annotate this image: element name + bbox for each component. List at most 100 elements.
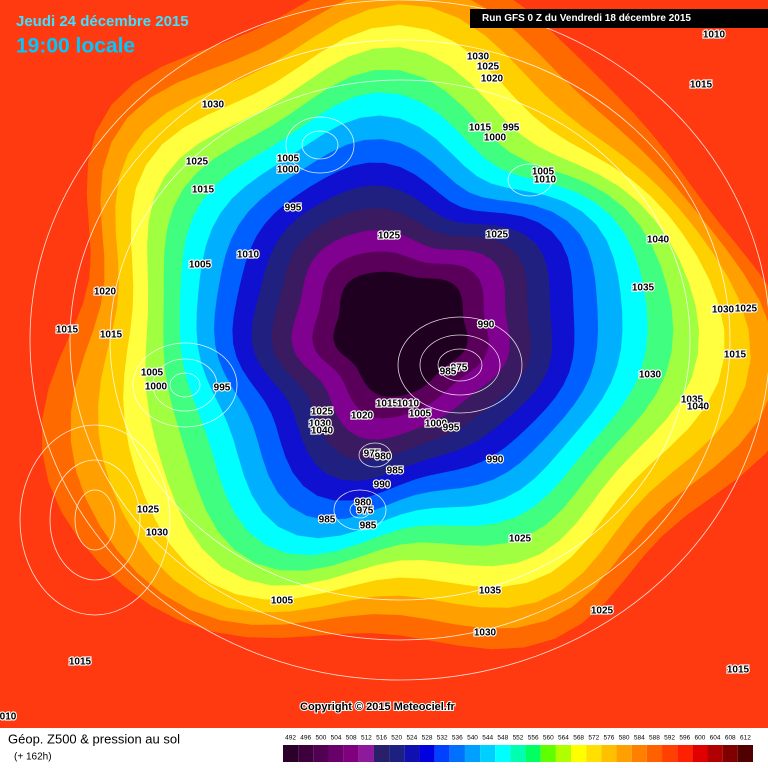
pressure-label: 1015 xyxy=(690,80,713,91)
scale-cell xyxy=(540,745,556,762)
pressure-label: 1025 xyxy=(137,505,160,516)
pressure-label: 975 xyxy=(451,363,468,374)
scale-label: 520 xyxy=(391,735,402,742)
run-box xyxy=(470,9,768,28)
scale-cell xyxy=(328,745,344,762)
pressure-label: 1005 xyxy=(277,154,300,165)
pressure-label: 1005 xyxy=(141,368,164,379)
pressure-label: 1025 xyxy=(378,231,401,242)
isobars xyxy=(19,0,768,681)
pressure-label: 1020 xyxy=(351,411,374,422)
color-scale: 492 496 500 504 508 512 516 520 524 528 532 536 540 5… xyxy=(283,735,753,762)
pressure-label: 990 xyxy=(487,455,504,466)
scale-label: 568 xyxy=(573,735,584,742)
pressure-label: 985 xyxy=(360,521,377,532)
scale-label: 560 xyxy=(543,735,554,742)
scale-label: 536 xyxy=(452,735,463,742)
pressure-label: 990 xyxy=(478,320,495,331)
scale-label: 544 xyxy=(482,735,493,742)
pressure-label: 1025 xyxy=(486,230,509,241)
scale-label: 584 xyxy=(634,735,645,742)
scale-cell xyxy=(631,745,647,762)
scale-cell xyxy=(298,745,314,762)
pressure-label: 1000 xyxy=(145,382,168,393)
scale-cell xyxy=(343,745,359,762)
scale-cell xyxy=(283,745,299,762)
pressure-label: 1035 xyxy=(681,395,704,406)
pressure-label: 1015 xyxy=(469,123,492,134)
scale-label: 596 xyxy=(679,735,690,742)
scale-cell xyxy=(601,745,617,762)
pressure-label: 1025 xyxy=(477,62,500,73)
footer-lead: (+ 162h) xyxy=(14,752,52,763)
scale-label: 612 xyxy=(740,735,751,742)
scale-label: 492 xyxy=(285,735,296,742)
pressure-label: 1010 xyxy=(534,175,557,186)
scale-cell xyxy=(571,745,587,762)
scale-label: 508 xyxy=(346,735,357,742)
pressure-label: 1025 xyxy=(735,304,758,315)
pressure-label: 1030 xyxy=(467,52,490,63)
pressure-label: 1020 xyxy=(94,287,117,298)
scale-label: 496 xyxy=(300,735,311,742)
valid-date: Jeudi 24 décembre 2015 xyxy=(16,13,189,30)
scale-label: 580 xyxy=(619,735,630,742)
pressure-label: 1005 xyxy=(189,260,212,271)
run-info: Run GFS 0 Z du Vendredi 18 décembre 2015 xyxy=(482,13,691,24)
scale-label: 500 xyxy=(315,735,326,742)
pressure-label: 1015 xyxy=(100,330,123,341)
scale-label: 552 xyxy=(513,735,524,742)
pressure-label: 1030 xyxy=(146,528,169,539)
pressure-label: 1010 xyxy=(703,30,726,41)
pressure-label: 1040 xyxy=(647,235,670,246)
scale-label: 556 xyxy=(528,735,539,742)
scale-cell xyxy=(480,745,496,762)
pressure-label: 1000 xyxy=(277,165,300,176)
pressure-label: 975 xyxy=(364,449,381,460)
scale-cell xyxy=(662,745,678,762)
pressure-label: 1030 xyxy=(202,100,225,111)
scale-cell xyxy=(722,745,738,762)
pressure-label: 1005 xyxy=(532,167,555,178)
scale-cell xyxy=(510,745,526,762)
pressure-label: 1025 xyxy=(311,407,334,418)
scale-label: 504 xyxy=(331,735,342,742)
pressure-label: 980 xyxy=(355,498,372,509)
pressure-label: 1025 xyxy=(591,606,614,617)
pressure-label: 1040 xyxy=(311,426,334,437)
pressure-label: 1030 xyxy=(309,419,332,430)
pressure-label: 1035 xyxy=(632,283,655,294)
scale-cell xyxy=(449,745,465,762)
scale-label: 540 xyxy=(467,735,478,742)
scale-cell xyxy=(646,745,663,762)
scale-label: 532 xyxy=(437,735,448,742)
pressure-label: 995 xyxy=(503,123,520,134)
scale-cell xyxy=(737,745,753,762)
scale-cell xyxy=(692,745,708,762)
pressure-label: 1015 xyxy=(192,185,215,196)
scale-cell xyxy=(586,745,602,762)
scale-label: 608 xyxy=(725,735,736,742)
height-band xyxy=(333,271,468,397)
pressure-label: 1025 xyxy=(509,534,532,545)
scale-cell xyxy=(677,745,693,762)
scale-cell xyxy=(525,745,541,762)
pressure-label: 1030 xyxy=(712,305,735,316)
pressure-label: 1015 xyxy=(69,657,92,668)
scale-cell xyxy=(555,745,572,762)
scale-label: 572 xyxy=(588,735,599,742)
pressure-label: 975 xyxy=(357,506,374,517)
scale-label: 528 xyxy=(422,735,433,742)
pressure-label: 1015 xyxy=(727,665,750,676)
pressure-label: 985 xyxy=(319,515,336,526)
scale-label: 592 xyxy=(664,735,675,742)
scale-label: 516 xyxy=(376,735,387,742)
pressure-label: 1000 xyxy=(425,419,448,430)
pressure-label: 990 xyxy=(374,480,391,491)
pressure-label: 1030 xyxy=(474,628,497,639)
valid-time: 19:00 locale xyxy=(16,35,135,58)
scale-label: 588 xyxy=(649,735,660,742)
scale-cell xyxy=(419,745,435,762)
pressure-label: 1035 xyxy=(479,586,502,597)
